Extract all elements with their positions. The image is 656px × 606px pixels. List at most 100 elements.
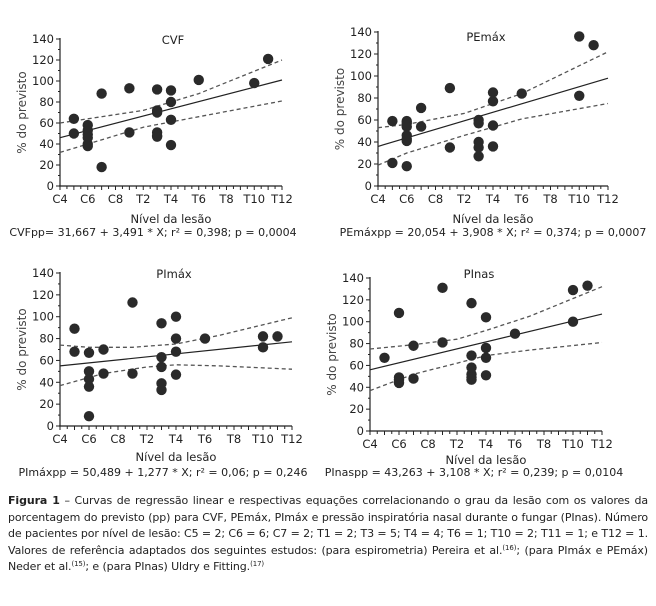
data-point: [437, 337, 448, 348]
data-point: [151, 131, 163, 142]
data-point: [156, 318, 167, 329]
data-point: [473, 151, 484, 162]
x-tick-label: T6: [507, 437, 522, 451]
regression-equation: PInaspp = 43,263 + 3,108 * X; r² = 0,239…: [325, 466, 623, 479]
chart-title: PInas: [464, 267, 495, 281]
x-tick-label: C8: [428, 192, 443, 206]
y-tick-label: 100: [342, 315, 364, 329]
y-tick-label: 0: [47, 419, 54, 433]
y-tick-label: 120: [342, 293, 364, 307]
data-point: [249, 77, 260, 89]
data-point: [165, 114, 177, 126]
data-point: [401, 135, 412, 147]
y-tick-label: 120: [32, 53, 54, 67]
x-tick-label: C6: [391, 437, 406, 451]
caption-dash: –: [59, 494, 75, 507]
y-tick-label: 120: [350, 47, 372, 61]
y-tick-label: 140: [350, 25, 372, 39]
y-tick-label: 60: [39, 116, 54, 130]
y-tick-label: 40: [39, 375, 54, 389]
data-point: [156, 384, 167, 396]
data-point: [170, 311, 182, 322]
data-point: [379, 352, 390, 363]
y-tick-label: 100: [350, 69, 372, 83]
data-point: [473, 142, 484, 153]
confidence-band-upper: [59, 317, 293, 348]
y-tick-label: 140: [32, 32, 54, 46]
x-tick-label: T2: [456, 192, 471, 206]
x-tick-label: C8: [420, 437, 435, 451]
data-point: [588, 40, 599, 51]
data-point: [83, 347, 95, 358]
data-point: [574, 90, 585, 102]
data-point: [408, 340, 419, 351]
data-point: [170, 369, 182, 380]
data-point: [393, 307, 405, 319]
y-tick-label: 120: [32, 288, 54, 302]
data-point: [582, 280, 593, 291]
confidence-band-lower: [59, 100, 283, 154]
confidence-band-upper: [369, 286, 603, 350]
y-axis-label: % do previsto: [333, 68, 347, 150]
x-axis-label: Nível da lesão: [136, 450, 217, 464]
x-tick-label: T2: [139, 432, 154, 446]
data-point: [509, 328, 521, 339]
data-point: [487, 120, 499, 131]
y-tick-label: 20: [357, 157, 372, 171]
x-tick-label: T6: [514, 192, 529, 206]
data-point: [387, 115, 398, 127]
data-point: [480, 370, 492, 381]
data-point: [480, 342, 492, 354]
regression-line: [369, 313, 603, 371]
y-tick-label: 100: [32, 310, 54, 324]
data-point: [170, 346, 182, 357]
y-tick-label: 60: [357, 113, 372, 127]
data-point: [408, 373, 419, 384]
chart-pemax: 0 20 40 60 80 100 120 140 C4 C6 C8 T2 T4 T6 T8 T10 T12 PE…: [333, 25, 646, 239]
x-tick-label: T4: [485, 192, 500, 206]
x-tick-label: T10: [567, 192, 590, 206]
data-point: [480, 352, 492, 363]
chart-title: PImáx: [156, 267, 192, 281]
x-tick-label: T8: [536, 437, 551, 451]
chart-title: PEmáx: [466, 30, 505, 44]
data-point: [82, 140, 93, 152]
data-point: [574, 31, 585, 42]
y-tick-label: 100: [32, 74, 54, 88]
data-point: [516, 88, 527, 99]
data-point: [127, 368, 138, 379]
data-point: [567, 284, 579, 296]
data-point: [165, 85, 177, 96]
x-tick-label: T4: [168, 432, 183, 446]
data-point: [156, 351, 167, 363]
confidence-band-upper: [377, 51, 609, 129]
chart-pinas: 0 20 40 60 80 100 120 140 C4 C6 C8 T2 T4 T6 T8 T10 T12 PI…: [325, 267, 623, 479]
x-tick-label: T2: [449, 437, 464, 451]
regression-line: [377, 77, 609, 147]
x-tick-label: T6: [191, 192, 206, 206]
data-point: [487, 87, 499, 98]
confidence-band-lower: [59, 364, 293, 387]
x-tick-label: T12: [280, 432, 303, 446]
data-point: [401, 121, 412, 132]
x-tick-label: T8: [542, 192, 557, 206]
y-tick-label: 0: [357, 424, 364, 438]
data-point: [415, 102, 427, 114]
x-tick-label: C4: [362, 437, 377, 451]
y-tick-label: 40: [39, 137, 54, 151]
caption-text: ; (para PImáx e PEmáx) Neder et al.: [8, 543, 648, 574]
data-point: [98, 368, 109, 379]
data-point: [69, 346, 80, 357]
figure-caption: Figura 1 – Curvas de regressão linear e …: [8, 493, 648, 576]
data-point: [83, 381, 95, 392]
data-point: [68, 128, 80, 139]
data-point: [69, 323, 80, 334]
data-point: [466, 374, 477, 385]
data-point: [466, 350, 477, 361]
x-tick-label: T10: [251, 432, 274, 446]
y-tick-label: 0: [365, 179, 372, 193]
y-tick-label: 80: [39, 95, 54, 109]
regression-line: [59, 79, 283, 139]
y-tick-label: 80: [349, 337, 364, 351]
x-tick-label: C8: [110, 432, 125, 446]
